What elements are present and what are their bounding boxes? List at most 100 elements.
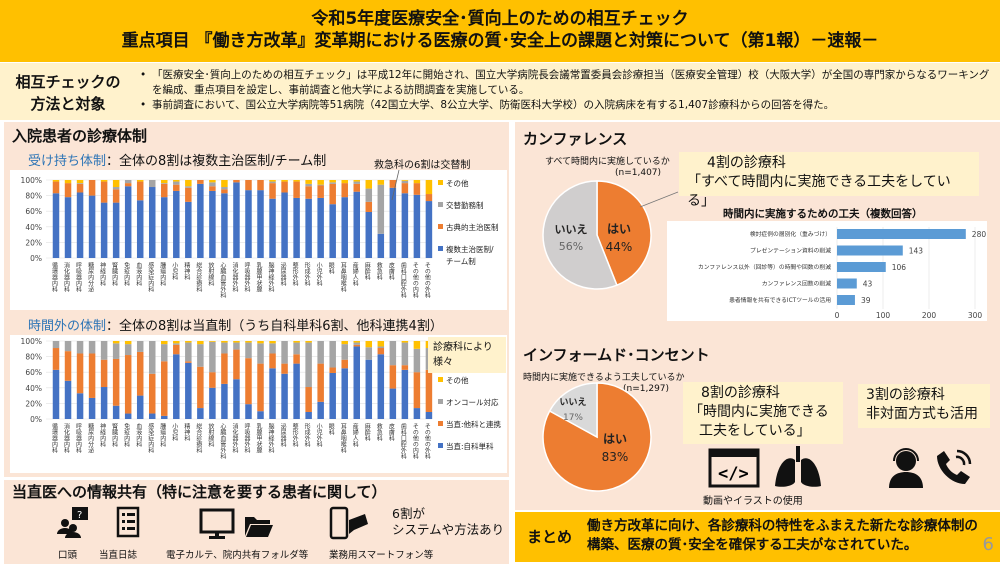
bar-segment: [185, 186, 192, 188]
legend-swatch: [438, 421, 443, 426]
y-tick-label: 40%: [25, 223, 42, 232]
data-label: 280: [972, 230, 987, 239]
y-tick-label: 検討症例の層別化（重みづけ）: [750, 230, 831, 238]
bar-segment: [148, 373, 156, 414]
intro-title-1: 相互チェックの: [15, 73, 121, 91]
bar-segment: [257, 411, 264, 419]
bar-segment: [173, 341, 180, 344]
bar-segment: [413, 372, 421, 409]
x-tick-label: 乳腺甲状腺: [255, 422, 262, 454]
legend-label: その他: [446, 375, 469, 385]
bar-segment: [425, 411, 433, 419]
x-tick-label: 眼科: [327, 423, 334, 436]
bar-segment: [76, 183, 84, 193]
x-tick-label: 0: [835, 311, 840, 320]
bar-segment: [76, 180, 84, 184]
bar-segment: [389, 365, 397, 389]
summary-line-2: 構築、医療の質･安全を確保する工夫がなされていた。: [587, 537, 918, 553]
legend-swatch: [438, 399, 443, 404]
bar-segment: [161, 361, 168, 416]
bar-segment: [185, 187, 192, 202]
bar-segment: [401, 369, 409, 419]
bar: [837, 278, 857, 289]
bar-segment: [124, 180, 132, 184]
bar-segment: [161, 180, 168, 184]
bar-segment: [317, 401, 324, 419]
bar-segment: [148, 187, 156, 258]
bar-segment: [161, 183, 168, 198]
x-tick-label: 皮膚科: [387, 422, 394, 442]
bar-segment: [401, 341, 409, 343]
bar-segment: [281, 373, 288, 419]
bar-segment: [76, 341, 84, 354]
x-tick-label: 総合診療科: [195, 422, 202, 454]
y-tick-label: 0%: [30, 254, 42, 263]
callout-line-1: 4割の診療科: [707, 155, 786, 171]
bar-segment: [377, 184, 385, 234]
bar-segment: [257, 341, 264, 344]
annotation-leader: [391, 169, 400, 201]
bar-segment: [233, 342, 240, 350]
hbar-title: 時間内に実施するための工夫（複数回答）: [723, 208, 923, 220]
summary-text: 働き方改革に向け、各診療科の特性をふまえた新たな診療体制の 構築、医療の質･安全を…: [587, 517, 978, 555]
remote-line-2: 非対面方式も活用: [866, 406, 978, 422]
data-label: 106: [892, 263, 907, 272]
bar-segment: [305, 387, 312, 412]
bar-segment: [329, 372, 336, 419]
handover-label-ehr: 電子カルテ、院内共有フォルダ等: [166, 550, 309, 561]
inpatient-panel: 入院患者の診療体制 受け持ち体制：全体の8割は複数主治医制/チーム制 救急科の6…: [4, 122, 509, 477]
x-tick-label: 脳神経外科: [267, 261, 274, 293]
handover-label-verbal: 口頭: [58, 550, 78, 561]
legend-label: オンコール対応: [446, 397, 499, 407]
bar-segment: [88, 180, 96, 196]
x-tick-label: 100: [876, 311, 891, 320]
bar-segment: [413, 408, 421, 419]
bar-segment: [341, 183, 348, 198]
conf-pie-n: (n=1,407): [615, 168, 662, 178]
bar-segment: [124, 183, 132, 187]
data-label: 39: [861, 296, 871, 305]
y-tick-label: カンファレンス以外（回診等）の時間や回数の削減: [698, 263, 831, 271]
bar-segment: [52, 193, 60, 258]
bar-segment: [353, 181, 360, 184]
bar-segment: [136, 341, 144, 352]
bar-segment: [197, 341, 204, 345]
bar-segment: [233, 379, 240, 419]
sub2-text: ：全体の8割は当直制（うち自科単科6割、他科連携4割）: [106, 319, 443, 334]
bar-segment: [305, 198, 312, 258]
x-tick-label: 皮膚科: [387, 261, 394, 281]
bar-segment: [305, 183, 312, 187]
pie-slice-label: いいえ: [559, 397, 586, 408]
remote-line-1: 3割の診療科: [866, 387, 945, 403]
bar-segment: [209, 387, 216, 419]
x-tick-label: 神経内科: [99, 261, 106, 287]
bar-segment: [245, 404, 252, 419]
bar-segment: [197, 366, 204, 409]
bar-segment: [124, 186, 132, 258]
x-tick-label: 放射線科: [207, 422, 214, 448]
y-tick-label: 20%: [25, 399, 42, 408]
bar-segment: [317, 363, 324, 402]
bar-segment: [293, 197, 300, 258]
bar-segment: [112, 405, 120, 419]
bar-segment: [329, 341, 336, 368]
sub2-label: 時間外の体制: [28, 319, 107, 334]
bar-segment: [112, 343, 120, 359]
ic-callout-1: 8割の診療科: [701, 385, 780, 401]
intro-bullets: 「医療安全･質向上のための相互チェック」は平成12年に開始され、国立大学病院長会…: [140, 68, 990, 113]
bar-segment: [197, 180, 204, 184]
pie-slice: [596, 180, 652, 287]
bar-segment: [365, 341, 373, 348]
svg-text:</>: </>: [718, 464, 749, 484]
bar-segment: [293, 342, 300, 355]
x-tick-label: その他の外科: [423, 262, 430, 299]
bar-segment: [221, 187, 228, 190]
bar-segment: [124, 344, 132, 356]
x-tick-label: 耳鼻咽喉科: [339, 262, 346, 293]
bar-segment: [365, 211, 373, 258]
ic-callout-3: 工夫をしている」: [699, 423, 811, 439]
bar-segment: [401, 365, 409, 370]
bar-segment: [161, 197, 168, 258]
x-tick-label: 産婦人科: [351, 422, 358, 448]
pie-slice: [542, 180, 618, 290]
